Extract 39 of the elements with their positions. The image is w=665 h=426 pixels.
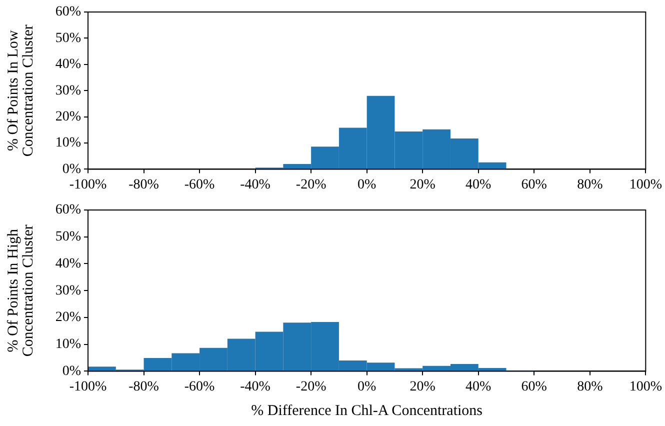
y-tick-label: 0%: [62, 162, 82, 177]
y-tick-label: 20%: [55, 310, 82, 326]
x-tick-label: -80%: [128, 379, 160, 394]
x-tick-label: -60%: [184, 177, 216, 192]
x-tick-label: 40%: [466, 379, 492, 394]
y-tick-label: 0%: [62, 364, 82, 379]
x-tick-label: -100%: [69, 177, 107, 192]
x-tick-label: 100%: [629, 177, 662, 192]
y-tick-label: 30%: [55, 83, 82, 98]
x-tick-label: -60%: [184, 379, 216, 394]
y-tick-label: 60%: [55, 202, 82, 218]
y-tick-label: 20%: [55, 109, 82, 124]
x-tick-label: -80%: [128, 177, 160, 192]
x-tick-label: -100%: [69, 379, 107, 394]
y-tick-label: 60%: [55, 4, 82, 20]
x-tick-label: 60%: [521, 379, 548, 394]
x-tick-label: 40%: [466, 177, 492, 192]
x-tick-label: 80%: [577, 177, 604, 192]
y-tick-label: 10%: [55, 337, 82, 352]
y-tick-label: 30%: [55, 283, 82, 298]
y-tick-label: 50%: [55, 230, 82, 245]
x-tick-label: 20%: [410, 379, 436, 394]
y-tick-label: 40%: [55, 256, 82, 272]
x-tick-label: -20%: [296, 177, 327, 192]
x-tick-label: 20%: [410, 177, 436, 192]
x-tick-label: 100%: [629, 379, 662, 394]
x-axis-title: % Difference In Chl-A Concentrations: [251, 402, 483, 419]
x-tick-label: 0%: [358, 177, 376, 192]
y-tick-label: 10%: [55, 136, 82, 151]
y-axis-title: % Of Points In High Concentration Cluster: [5, 224, 36, 357]
x-tick-label: 80%: [577, 379, 604, 394]
x-tick-label: 60%: [521, 177, 548, 192]
x-tick-label: -20%: [296, 379, 327, 394]
x-tick-label: -40%: [240, 379, 271, 394]
x-tick-label: -40%: [240, 177, 271, 192]
y-axis-title: % Of Points In Low Concentration Cluster: [5, 24, 36, 157]
x-tick-label: 0%: [358, 379, 376, 394]
y-tick-label: 40%: [55, 57, 82, 72]
y-tick-label: 50%: [55, 30, 82, 46]
